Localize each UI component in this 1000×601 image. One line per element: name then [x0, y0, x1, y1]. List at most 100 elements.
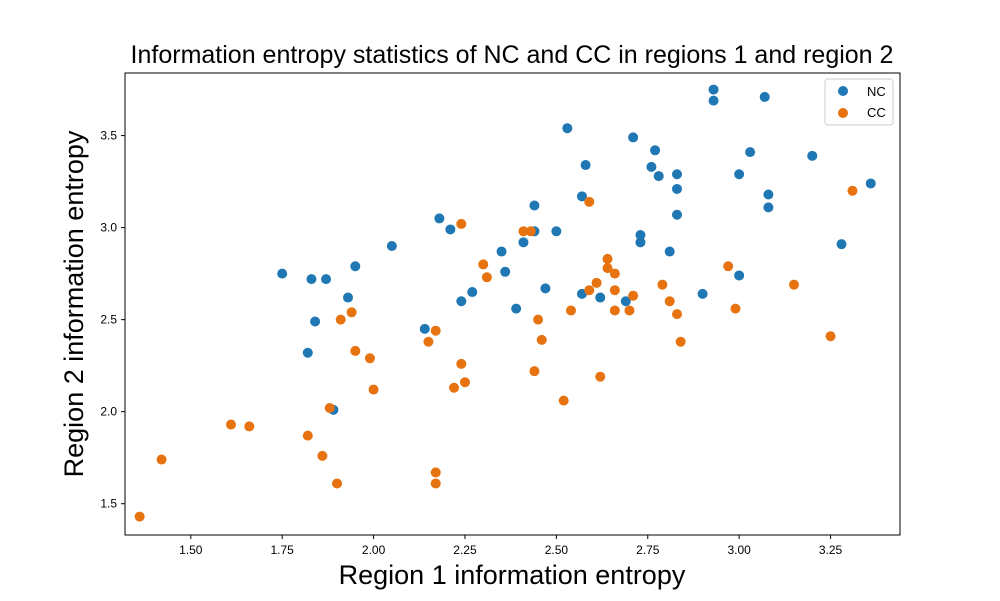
cc-point — [595, 371, 606, 382]
nc-point — [419, 323, 430, 334]
axis-ticks: 1.50 1.75 2.00 2.25 2.50 2.75 3.00 3.25 1.5 2.0 2.… — [100, 129, 842, 557]
cc-point — [723, 261, 734, 272]
cc-point — [657, 279, 668, 290]
nc-point — [467, 287, 478, 298]
nc-point — [350, 261, 361, 272]
nc-point — [445, 224, 456, 235]
legend-label-cc: CC — [867, 105, 886, 120]
cc-point — [368, 384, 379, 395]
cc-point — [449, 382, 460, 393]
cc-point — [602, 253, 613, 264]
nc-point — [653, 171, 664, 182]
cc-point — [350, 345, 361, 356]
cc-point — [332, 478, 343, 489]
x-tick-label: 2.25 — [453, 543, 477, 557]
nc-point — [763, 189, 774, 200]
cc-point — [430, 478, 441, 489]
cc-point — [459, 377, 470, 388]
cc-point — [456, 218, 467, 229]
nc-point — [529, 200, 540, 211]
y-tick-label: 2.5 — [100, 313, 117, 327]
nc-point — [708, 84, 719, 95]
nc-point — [635, 229, 646, 240]
nc-point — [672, 169, 683, 180]
nc-point — [580, 160, 591, 171]
cc-point — [324, 402, 335, 413]
nc-point — [708, 95, 719, 106]
cc-point — [558, 395, 569, 406]
series-cc — [134, 185, 858, 522]
cc-point — [591, 277, 602, 288]
cc-point — [430, 467, 441, 478]
nc-point — [672, 209, 683, 220]
nc-point — [763, 202, 774, 213]
nc-point — [496, 246, 507, 257]
cc-point — [609, 268, 620, 279]
cc-point — [730, 303, 741, 314]
nc-point — [646, 161, 657, 172]
nc-point — [807, 150, 818, 161]
nc-point — [456, 296, 467, 307]
nc-point — [540, 283, 551, 294]
legend-marker-cc — [838, 108, 848, 118]
x-tick-label: 2.50 — [545, 543, 569, 557]
plot-area-frame — [124, 72, 901, 536]
series-nc — [277, 84, 876, 415]
cc-point — [156, 454, 167, 465]
cc-point — [584, 285, 595, 296]
cc-point — [478, 259, 489, 270]
cc-point — [609, 305, 620, 316]
nc-point — [310, 316, 321, 327]
nc-point — [511, 303, 522, 314]
nc-point — [672, 183, 683, 194]
x-axis-label: Region 1 information entropy — [339, 560, 686, 590]
cc-point — [584, 196, 595, 207]
nc-point — [734, 270, 745, 281]
cc-point — [423, 336, 434, 347]
nc-point — [386, 241, 397, 252]
y-axis-label: Region 2 information entropy — [59, 130, 89, 477]
y-tick-label: 1.5 — [100, 497, 117, 511]
x-tick-label: 3.25 — [819, 543, 843, 557]
nc-point — [664, 246, 675, 257]
nc-point — [562, 123, 573, 134]
nc-point — [595, 292, 606, 303]
cc-point — [244, 421, 255, 432]
nc-point — [759, 91, 770, 102]
cc-point — [134, 511, 145, 522]
nc-point — [551, 226, 562, 237]
nc-point — [500, 266, 511, 277]
cc-point — [317, 450, 328, 461]
nc-point — [576, 191, 587, 202]
cc-point — [302, 430, 313, 441]
cc-point — [675, 336, 686, 347]
cc-point — [525, 226, 536, 237]
nc-point — [734, 169, 745, 180]
x-tick-label: 2.75 — [636, 543, 660, 557]
nc-point — [697, 288, 708, 299]
nc-point — [628, 132, 639, 143]
legend-marker-nc — [838, 86, 848, 96]
nc-point — [620, 296, 631, 307]
nc-point — [277, 268, 288, 279]
x-tick-label: 2.00 — [362, 543, 386, 557]
legend: NC CC — [824, 78, 894, 126]
nc-point — [745, 147, 756, 158]
cc-point — [529, 366, 540, 377]
cc-point — [335, 314, 346, 325]
cc-point — [364, 353, 375, 364]
data-points — [134, 84, 876, 522]
cc-point — [624, 305, 635, 316]
cc-point — [456, 358, 467, 369]
cc-point — [518, 226, 529, 237]
legend-label-nc: NC — [867, 84, 886, 99]
nc-point — [518, 237, 529, 248]
cc-point — [825, 331, 836, 342]
nc-point — [635, 237, 646, 248]
nc-point — [306, 274, 317, 285]
chart-title: Information entropy statistics of NC and… — [131, 41, 894, 69]
cc-point — [533, 314, 544, 325]
y-tick-label: 3.0 — [100, 221, 117, 235]
cc-point — [565, 305, 576, 316]
